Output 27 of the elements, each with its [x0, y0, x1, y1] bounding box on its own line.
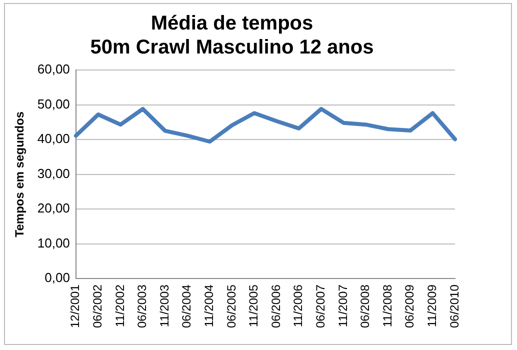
y-tick-label: 40,00 — [37, 131, 70, 146]
x-tick-label: 06/2005 — [224, 284, 238, 328]
x-tick-label: 11/2003 — [157, 284, 172, 328]
x-tick-label: 11/2002 — [112, 284, 127, 328]
y-tick-label: 60,00 — [37, 62, 70, 77]
y-tick-label: 30,00 — [37, 166, 70, 181]
x-tick-label: 11/2004 — [202, 284, 216, 328]
x-tick-label: 11/2009 — [425, 284, 440, 328]
x-tick-label: 12/2001 — [68, 284, 82, 328]
x-tick-label: 06/2006 — [268, 284, 283, 328]
y-axis-title: Tempos em segundos — [12, 111, 27, 238]
x-tick-label: 06/2010 — [447, 284, 462, 328]
x-tick-label: 06/2002 — [90, 284, 105, 328]
x-tick-label: 11/2006 — [291, 284, 306, 328]
chart-title: Média de tempos 50m Crawl Masculino 12 anos — [90, 12, 374, 59]
x-tick-label: 06/2007 — [314, 284, 328, 328]
x-tick-label: 06/2008 — [358, 284, 372, 328]
x-tick-label: 11/2007 — [336, 284, 350, 328]
x-tick-label: 11/2008 — [380, 284, 394, 328]
x-tick-label: 11/2005 — [246, 284, 261, 328]
y-tick-label: 20,00 — [37, 200, 70, 216]
x-tick-label: 06/2009 — [402, 284, 417, 328]
x-tick-label: 06/2004 — [180, 284, 194, 328]
y-tick-label: 0,00 — [44, 270, 70, 286]
y-tick-label: 50,00 — [37, 96, 70, 112]
y-tick-label: 10,00 — [37, 235, 70, 250]
x-tick-label: 06/2003 — [135, 284, 150, 328]
